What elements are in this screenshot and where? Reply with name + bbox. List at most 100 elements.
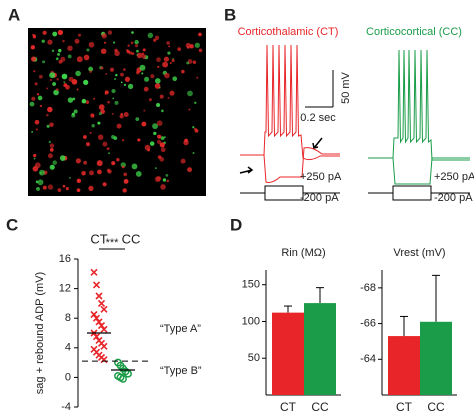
cell	[163, 56, 169, 62]
cell	[120, 113, 123, 116]
cell	[36, 186, 40, 191]
cell	[123, 68, 126, 71]
y-tick-label: 100	[242, 315, 260, 327]
cell	[76, 178, 82, 184]
cell	[105, 73, 108, 75]
chart-title: Vrest (mV)	[393, 247, 445, 259]
cell	[47, 39, 53, 45]
cell	[65, 187, 69, 191]
cell	[147, 32, 154, 39]
cell	[98, 104, 105, 111]
cell	[57, 52, 60, 56]
cell	[156, 102, 161, 108]
cell	[38, 74, 43, 79]
point	[100, 305, 108, 313]
cell	[31, 130, 34, 133]
cell	[141, 54, 147, 59]
point	[119, 374, 127, 383]
cell	[102, 182, 107, 187]
cell	[156, 176, 162, 181]
cell	[106, 147, 110, 151]
cell	[198, 48, 203, 53]
cell	[37, 179, 44, 186]
cell	[108, 152, 111, 155]
cell	[136, 53, 139, 56]
current-step	[240, 185, 340, 201]
cell	[47, 106, 53, 113]
cell	[36, 93, 40, 96]
point	[90, 268, 98, 276]
cell	[113, 136, 118, 141]
cell	[166, 41, 170, 45]
cell	[136, 52, 143, 59]
cell	[49, 79, 52, 81]
panel-label: A	[8, 5, 20, 24]
cell	[159, 157, 165, 162]
cell	[154, 35, 160, 40]
cell	[57, 29, 64, 36]
cell	[139, 64, 146, 71]
cell	[127, 44, 130, 47]
cell	[106, 168, 111, 172]
cell	[156, 139, 162, 144]
cell	[116, 158, 120, 162]
cell	[32, 153, 37, 158]
cell	[123, 111, 129, 117]
cell	[192, 151, 195, 154]
cell	[131, 163, 138, 170]
cell	[177, 47, 182, 52]
cell	[135, 117, 140, 121]
cell	[111, 89, 116, 94]
cell	[156, 57, 161, 63]
panel-label: D	[230, 215, 242, 234]
cell	[107, 100, 111, 104]
cell	[127, 83, 134, 90]
cell	[159, 94, 164, 99]
trace	[240, 147, 340, 183]
cell	[31, 96, 36, 101]
point	[90, 310, 98, 319]
y-tick-label: 8	[65, 312, 71, 324]
cell	[194, 42, 200, 48]
cell	[41, 39, 45, 43]
cell	[83, 160, 87, 165]
cell	[34, 119, 40, 125]
cell	[47, 184, 54, 190]
cell	[166, 179, 170, 183]
point	[92, 333, 101, 341]
point	[95, 292, 103, 300]
cell	[192, 60, 197, 64]
cell	[153, 131, 157, 136]
cell	[63, 83, 68, 88]
cell	[46, 113, 49, 117]
category-label: CC	[122, 231, 141, 246]
bar	[304, 303, 336, 395]
cell	[39, 169, 45, 176]
cell	[85, 100, 90, 105]
cell	[135, 49, 139, 53]
cell	[185, 42, 191, 48]
cell	[169, 90, 175, 96]
cell	[169, 62, 172, 64]
bar	[420, 321, 452, 395]
trace	[368, 49, 470, 161]
cell	[97, 134, 104, 140]
cell	[48, 140, 52, 144]
cell	[61, 73, 68, 80]
cell	[161, 109, 164, 113]
cell	[196, 76, 199, 79]
y-tick-label: 16	[59, 253, 71, 265]
cell	[33, 70, 36, 73]
category-label: CT	[280, 400, 297, 414]
scale-label: 0.2 sec	[300, 112, 336, 124]
cell	[120, 72, 124, 77]
cell	[120, 162, 126, 168]
cell	[198, 32, 202, 37]
cell	[32, 35, 37, 39]
cell	[96, 160, 103, 167]
cell	[148, 98, 152, 102]
cell	[157, 134, 162, 139]
cell	[144, 76, 150, 82]
cell	[52, 82, 57, 86]
bar	[388, 336, 420, 395]
